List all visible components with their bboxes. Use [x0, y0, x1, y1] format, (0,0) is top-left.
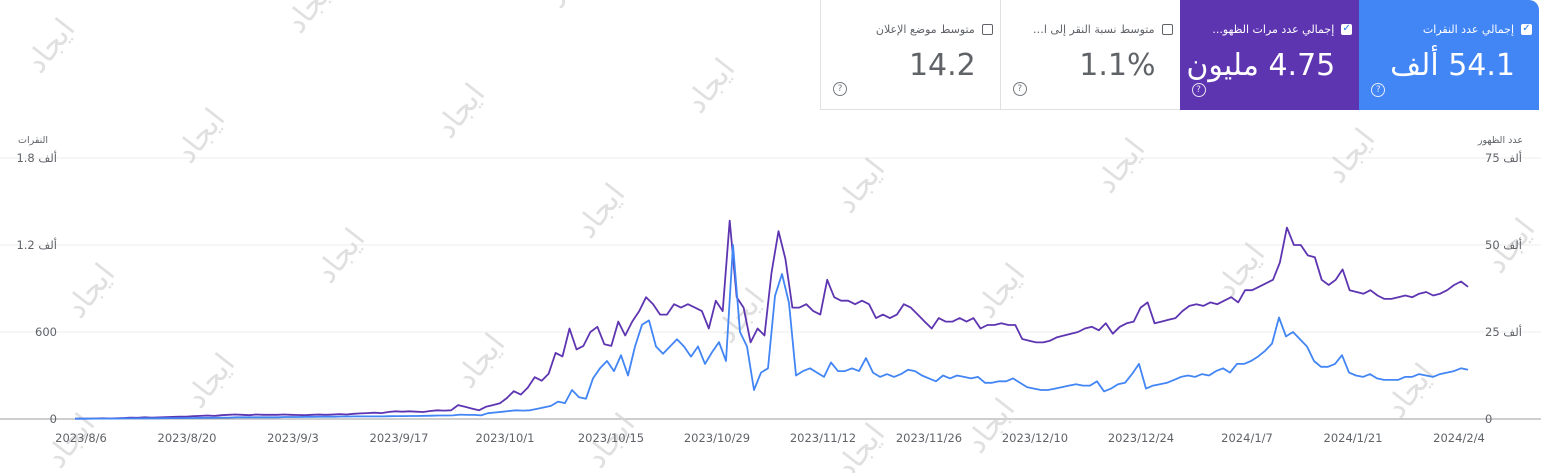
series-line: [75, 219, 1469, 420]
checkbox-icon[interactable]: ✓: [1341, 23, 1353, 35]
x-tick-label: 2024/2/4: [1433, 431, 1485, 445]
watermark-text: ايجاد: [59, 257, 123, 325]
watermark-text: ايجاد: [169, 102, 233, 170]
x-tick-label: 2023/10/29: [684, 431, 750, 445]
watermark-text: ايجاد: [19, 12, 83, 80]
x-tick-label: 2023/11/12: [790, 431, 856, 445]
watermark-text: ايجاد: [1089, 132, 1153, 200]
watermark-text: ايجاد: [959, 392, 1023, 460]
x-tick-label: 2023/9/3: [267, 431, 319, 445]
scorecard-avg-ctr[interactable]: متوسط نسبة النقر إلى ال... 1.1% ?: [999, 0, 1180, 110]
watermark-text: ايجاد: [1319, 122, 1383, 190]
x-tick-label: 2023/8/6: [55, 431, 107, 445]
left-tick-label: 1.8 ألف: [16, 150, 57, 165]
x-tick-label: 2023/11/26: [896, 431, 962, 445]
right-axis-ticks: 0 25 ألف 50 ألف 75 ألف: [1485, 150, 1522, 426]
scorecard-value: 14.2: [908, 48, 976, 83]
chart-lines: [75, 219, 1469, 420]
scorecard-total-impressions[interactable]: ✓ إجمالي عدد مرات الظهو... 4.75 مليون ?: [1179, 0, 1360, 110]
scorecard-avg-position[interactable]: متوسط موضع الإعلان 14.2 ?: [820, 0, 1000, 110]
left-axis-title: النقرات: [18, 135, 48, 146]
x-tick-label: 2023/10/1: [476, 431, 535, 445]
x-tick-label: 2023/8/20: [158, 431, 217, 445]
question-circle-icon[interactable]: ?: [833, 82, 847, 96]
watermark-text: ايجاد: [569, 177, 633, 245]
scorecard-label: متوسط نسبة النقر إلى ال...: [1029, 23, 1155, 36]
scorecard-value: 4.75 مليون: [1186, 48, 1336, 83]
watermark-text: ايجاد: [829, 152, 893, 220]
scorecard-label: إجمالي عدد النقرات: [1422, 23, 1514, 36]
scorecard-value: 1.1%: [1079, 48, 1156, 83]
left-tick-label: 1.2 ألف: [16, 237, 57, 252]
question-circle-icon[interactable]: ?: [1191, 83, 1206, 97]
x-tick-label: 2023/9/17: [370, 431, 429, 445]
question-circle-icon[interactable]: ?: [1371, 83, 1386, 97]
watermark-text: ايجاد: [1379, 357, 1443, 425]
right-axis-title: عدد الظهور: [1477, 135, 1523, 146]
scorecard-label: إجمالي عدد مرات الظهو...: [1212, 23, 1335, 36]
right-tick-label: 75 ألف: [1485, 150, 1522, 165]
x-tick-label: 2024/1/21: [1324, 431, 1383, 445]
scorecard-total-clicks[interactable]: ✓ إجمالي عدد النقرات 54.1 ألف ?: [1359, 0, 1539, 110]
watermark-text: ايجاد: [829, 417, 893, 473]
question-circle-icon[interactable]: ?: [1012, 82, 1027, 96]
watermark-text: ايجاد: [279, 0, 343, 40]
series-line: [75, 244, 1469, 420]
watermark-text: ايجاد: [179, 347, 243, 415]
x-tick-label: 2023/12/10: [1002, 431, 1068, 445]
watermark-text: ايجاد: [1209, 237, 1273, 305]
checkbox-icon[interactable]: ✓: [1521, 23, 1532, 35]
left-tick-label: 600: [35, 325, 57, 339]
x-tick-label: 2024/1/7: [1221, 431, 1273, 445]
watermark-text: ايجاد: [679, 52, 743, 120]
x-tick-label: 2023/12/24: [1108, 431, 1174, 445]
scorecards: ✓ إجمالي عدد النقرات 54.1 ألف ? ✓ إجمالي…: [820, 0, 1539, 110]
checkbox-icon[interactable]: [1161, 24, 1173, 35]
left-axis-ticks: 0 600 1.2 ألف 1.8 ألف: [16, 150, 57, 426]
watermark-text: ايجاد: [709, 282, 773, 350]
scorecard-label: متوسط موضع الإعلان: [875, 23, 975, 36]
right-tick-label: 25 ألف: [1485, 324, 1522, 339]
right-tick-label: 50 ألف: [1485, 237, 1522, 252]
watermark-text: ايجاد: [539, 0, 603, 15]
right-tick-label: 0: [1485, 412, 1492, 426]
watermark-text: ايجاد: [969, 257, 1033, 325]
checkbox-icon[interactable]: [981, 24, 993, 35]
x-tick-label: 2023/10/15: [578, 431, 644, 445]
x-axis-ticks: 2023/8/6 2023/8/20 2023/9/3 2023/9/17 2023/1…: [55, 431, 1485, 445]
scorecard-value: 54.1 ألف: [1390, 48, 1515, 83]
watermark-text: ايجاد: [309, 222, 373, 290]
left-tick-label: 0: [50, 412, 57, 426]
watermark-text: ايجاد: [449, 327, 513, 395]
watermark-text: ايجاد: [429, 77, 493, 145]
